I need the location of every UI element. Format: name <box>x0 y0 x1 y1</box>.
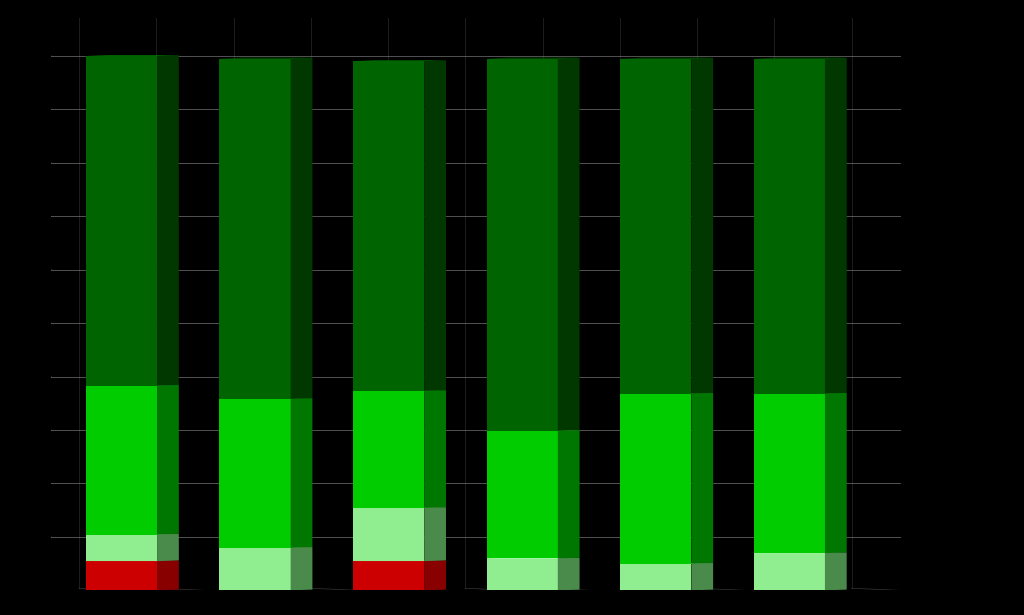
Polygon shape <box>691 58 713 394</box>
Polygon shape <box>621 563 713 564</box>
Polygon shape <box>486 430 580 431</box>
Polygon shape <box>291 58 312 399</box>
Polygon shape <box>558 430 580 558</box>
Polygon shape <box>157 560 179 590</box>
Polygon shape <box>754 552 847 553</box>
Polygon shape <box>353 507 446 508</box>
Polygon shape <box>219 547 312 548</box>
Polygon shape <box>353 561 424 590</box>
Polygon shape <box>621 394 691 564</box>
Polygon shape <box>558 58 580 431</box>
Polygon shape <box>754 58 825 394</box>
Polygon shape <box>825 58 847 394</box>
Polygon shape <box>86 560 179 561</box>
Polygon shape <box>86 385 179 386</box>
Polygon shape <box>621 58 691 394</box>
Polygon shape <box>486 58 558 431</box>
Polygon shape <box>353 61 424 391</box>
Polygon shape <box>486 431 558 558</box>
Polygon shape <box>219 58 291 399</box>
Polygon shape <box>86 534 157 561</box>
Polygon shape <box>86 561 157 590</box>
Polygon shape <box>825 552 847 590</box>
Polygon shape <box>754 393 847 394</box>
Polygon shape <box>621 564 691 590</box>
Polygon shape <box>353 391 424 508</box>
Polygon shape <box>424 60 446 391</box>
Polygon shape <box>219 398 312 399</box>
Polygon shape <box>157 55 179 386</box>
Polygon shape <box>825 393 847 553</box>
Polygon shape <box>219 399 291 548</box>
Polygon shape <box>424 560 446 590</box>
Polygon shape <box>424 507 446 561</box>
Polygon shape <box>353 560 446 561</box>
Polygon shape <box>691 393 713 564</box>
Polygon shape <box>486 558 558 590</box>
Polygon shape <box>291 398 312 548</box>
Polygon shape <box>754 553 825 590</box>
Polygon shape <box>754 394 825 553</box>
Polygon shape <box>86 55 179 56</box>
Polygon shape <box>291 547 312 590</box>
Polygon shape <box>353 390 446 391</box>
Polygon shape <box>86 56 157 386</box>
Polygon shape <box>86 386 157 534</box>
Polygon shape <box>424 390 446 508</box>
Polygon shape <box>157 385 179 534</box>
Polygon shape <box>219 548 291 590</box>
Polygon shape <box>621 393 713 394</box>
Polygon shape <box>691 563 713 590</box>
Polygon shape <box>558 558 580 590</box>
Polygon shape <box>157 534 179 561</box>
Polygon shape <box>353 508 424 561</box>
Polygon shape <box>353 60 446 61</box>
